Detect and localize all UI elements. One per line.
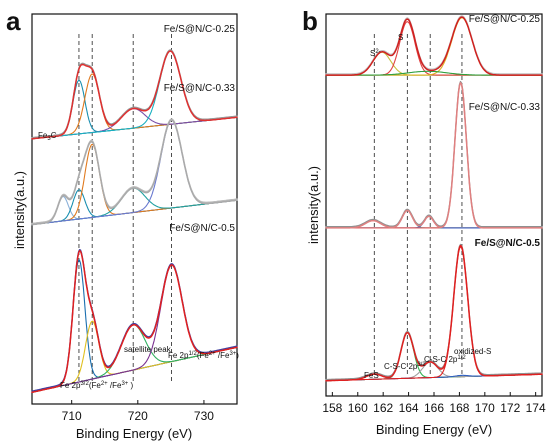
anno-fe3c-sub: 3 <box>47 136 51 142</box>
panel-b: b 158 160 162 164 166 168 170 172 174 Binding En… <box>302 6 546 437</box>
panel-a-x-tick-label-1: 720 <box>128 409 148 423</box>
panel-a-trace-label-1: Fe/S@N/C-0.25 <box>164 24 236 35</box>
panel-b-x-tick-label-2: 162 <box>373 401 393 415</box>
panel-a-trace-2-envelope <box>31 250 238 394</box>
panel-a-trace-1-envelope <box>31 119 238 226</box>
panel-a-x-axis-title: Binding Energy (eV) <box>76 426 192 441</box>
panel-a-trace-2-component-3 <box>31 264 238 393</box>
panel-b-annotation-s2minus: S2- <box>370 49 381 58</box>
anno-fe2p12-mid: (Fe <box>197 351 210 360</box>
panel-b-trace-2-measured <box>325 243 543 381</box>
panel-a-x-axis: 710 720 730 <box>62 400 214 423</box>
panel-b-x-axis: 158 160 162 164 166 168 170 172 174 <box>322 392 546 415</box>
panel-b-x-tick-label-6: 170 <box>475 401 495 415</box>
panel-b-trace-label-3: Fe/S@N/C-0.5 <box>475 238 541 249</box>
anno-fe2p12-mid2: /Fe <box>216 351 230 360</box>
panel-a-annotation-fe2p32: Fe 2p3/2(Fe2+ /Fe3+ ) <box>60 381 134 390</box>
panel-b-x-tick-label-1: 160 <box>348 401 368 415</box>
panel-b-trace-2-envelope <box>325 244 543 382</box>
anno-csc32-main: C-S-C 2p <box>384 362 418 371</box>
anno-fe2p12-end: ) <box>236 351 239 360</box>
panel-a: a 710 720 730 Binding Energy (eV) intensit… <box>6 6 239 441</box>
panel-b-annotation-csc-32: C-S-C 2p3/2 <box>384 362 426 371</box>
panel-b-trace-0-component-1 <box>325 21 543 76</box>
panel-a-x-tick-label-2: 730 <box>194 409 214 423</box>
panel-b-letter: b <box>302 6 318 36</box>
panel-a-x-tick-label-0: 710 <box>62 409 82 423</box>
panel-a-traces <box>31 49 238 394</box>
panel-a-trace-label-3: Fe/S@N/C-0.5 <box>169 223 235 234</box>
anno-fe2p32-mid2: /Fe <box>108 381 122 390</box>
panel-a-trace-1 <box>31 118 238 226</box>
panel-b-trace-1-envelope <box>325 82 543 229</box>
panel-b-traces <box>325 15 543 382</box>
anno-csc12-sup: 1/2 <box>457 355 466 361</box>
anno-fe2p12-sup1: 1/2 <box>188 351 197 357</box>
panel-b-trace-0 <box>325 15 543 76</box>
panel-a-trace-1-component-3 <box>31 187 238 226</box>
anno-fe2p12-main: Fe 2p <box>168 351 189 360</box>
anno-s2-sup: 2- <box>375 49 380 55</box>
panel-b-trace-0-component-2 <box>325 17 543 76</box>
panel-b-annotation-oxidized-s: oxidized-S <box>454 347 491 356</box>
panel-b-x-tick-label-3: 164 <box>399 401 419 415</box>
panel-b-x-tick-label-7: 172 <box>500 401 520 415</box>
panel-a-y-axis-title: intensity(a.u.) <box>12 171 27 249</box>
panel-a-annotation-satellite: satellite peak <box>124 345 172 354</box>
anno-fe2p32-sup3: 3+ <box>121 381 128 387</box>
panel-b-x-tick-label-4: 166 <box>424 401 444 415</box>
panel-b-trace-0-envelope <box>325 16 543 76</box>
panel-a-trace-0-component-3 <box>31 50 238 140</box>
anno-csc32-sup: 3/2 <box>417 362 426 368</box>
anno-fe2p12-sup2: 2+ <box>209 351 216 357</box>
panel-a-annotation-fe3c: Fe3C <box>38 131 57 142</box>
anno-s2-main: S <box>370 49 375 58</box>
anno-csc12-main: C-S-C 2p <box>424 355 458 364</box>
panel-b-trace-label-2: Fe/S@N/C-0.33 <box>469 102 541 113</box>
panel-a-trace-2-component-0 <box>31 259 238 393</box>
anno-fe2p32-main: Fe 2p <box>60 381 81 390</box>
anno-fe3c-main: Fe <box>38 131 48 140</box>
panel-b-x-tick-label-8: 174 <box>526 401 546 415</box>
anno-fe2p12-sup3: 3+ <box>229 351 236 357</box>
panel-a-letter: a <box>6 6 21 36</box>
panel-b-y-axis-title: intensity(a.u.) <box>306 166 321 244</box>
panel-b-trace-0-measured <box>325 15 543 75</box>
panel-a-trace-2 <box>31 249 238 394</box>
panel-b-annotation-fes: FeS <box>364 371 379 380</box>
panel-b-trace-1 <box>325 80 543 229</box>
anno-fe3c-end: C <box>51 131 57 140</box>
panel-a-trace-1-measured <box>31 118 238 225</box>
panel-a-plot-frame <box>31 13 238 405</box>
panel-a-annotation-fe2p12: Fe 2p1/2(Fe2+ /Fe3+) <box>168 351 239 360</box>
panel-b-reference-lines <box>373 34 463 374</box>
panel-b-trace-2 <box>325 243 543 382</box>
panel-b-x-tick-label-5: 168 <box>449 401 469 415</box>
panel-b-x-tick-label-0: 158 <box>322 401 342 415</box>
panel-a-trace-0-envelope <box>31 50 238 140</box>
panel-b-annotation-csc-12: C-S-C 2p1/2 <box>424 355 466 364</box>
panel-a-trace-label-2: Fe/S@N/C-0.33 <box>164 83 236 94</box>
anno-fe2p32-sup1: 3/2 <box>80 381 89 387</box>
panel-b-trace-label-1: Fe/S@N/C-0.25 <box>469 14 541 25</box>
panel-b-annotation-s: S <box>398 33 403 42</box>
anno-fe2p32-end: ) <box>128 381 133 390</box>
anno-fe2p32-sup2: 2+ <box>101 381 108 387</box>
anno-fe2p32-mid: (Fe <box>89 381 102 390</box>
panel-b-x-axis-title: Binding Energy (eV) <box>376 422 492 437</box>
panel-a-trace-0 <box>31 49 238 140</box>
